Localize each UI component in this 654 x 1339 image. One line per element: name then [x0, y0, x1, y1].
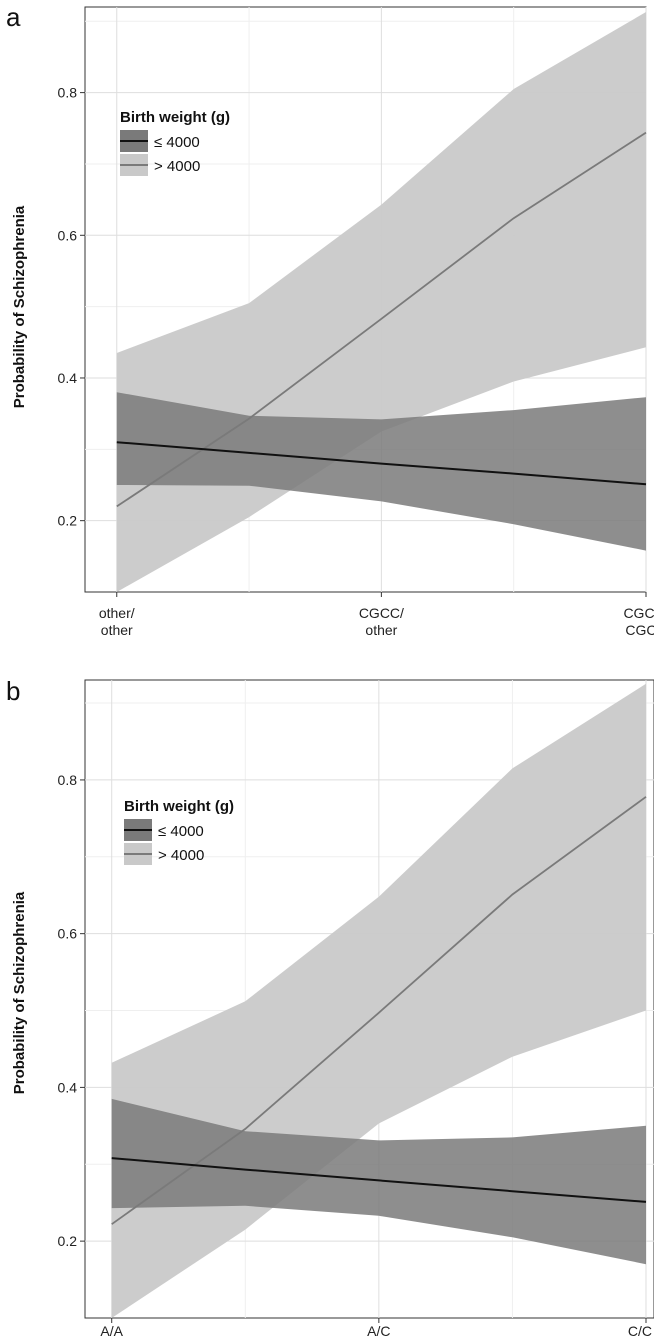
confidence-band-le4000 — [111, 1098, 646, 1265]
legend-entry-label: ≤ 4000 — [158, 823, 204, 840]
x-tick-label: other/other — [99, 605, 135, 638]
legend-entry-label: ≤ 4000 — [154, 134, 200, 151]
x-tick-label: CGCC/other — [359, 605, 404, 638]
series-line-le4000 — [111, 1157, 647, 1203]
y-tick-label: 0.8 — [58, 85, 78, 101]
x-tick-label: C/C — [628, 1323, 652, 1339]
y-axis-label: Probability of Schizophrenia — [11, 891, 28, 1094]
x-tick-label: A/A — [100, 1323, 123, 1339]
y-tick-label: 0.4 — [58, 1079, 78, 1095]
series-line-gt4000 — [111, 796, 647, 1225]
y-axis-label: Probability of Schizophrenia — [11, 205, 28, 408]
y-tick-label: 0.8 — [58, 772, 78, 788]
legend-title: Birth weight (g) — [120, 109, 230, 126]
y-tick-label: 0.6 — [58, 227, 78, 243]
legend-title: Birth weight (g) — [124, 798, 234, 815]
x-tick-label: CGCC/CGCC — [623, 605, 654, 638]
confidence-band-le4000 — [116, 392, 647, 551]
panel-b-plot: 0.2 0.4 0.6 0.8 A/A A/C C/C Probability of Schi… — [11, 679, 654, 1339]
legend: Birth weight (g) ≤ 4000 > 4000 — [120, 109, 230, 176]
panel-letter-a: a — [6, 2, 21, 32]
y-tick-label: 0.6 — [58, 926, 78, 942]
panel-letter-b: b — [6, 676, 20, 706]
y-tick-label: 0.4 — [58, 370, 78, 386]
legend-entry-label: > 4000 — [158, 847, 204, 864]
series-line-gt4000 — [116, 131, 647, 508]
series-line-le4000 — [116, 441, 647, 486]
panel-a-plot: 0.2 0.4 0.6 0.8 other/other CGCC/other CGCC/CG… — [11, 6, 654, 638]
y-tick-label: 0.2 — [58, 1233, 78, 1249]
legend: Birth weight (g) ≤ 4000 > 4000 — [124, 798, 234, 865]
legend-entry-label: > 4000 — [154, 158, 200, 175]
y-tick-label: 0.2 — [58, 513, 78, 529]
x-tick-label: A/C — [367, 1323, 390, 1339]
